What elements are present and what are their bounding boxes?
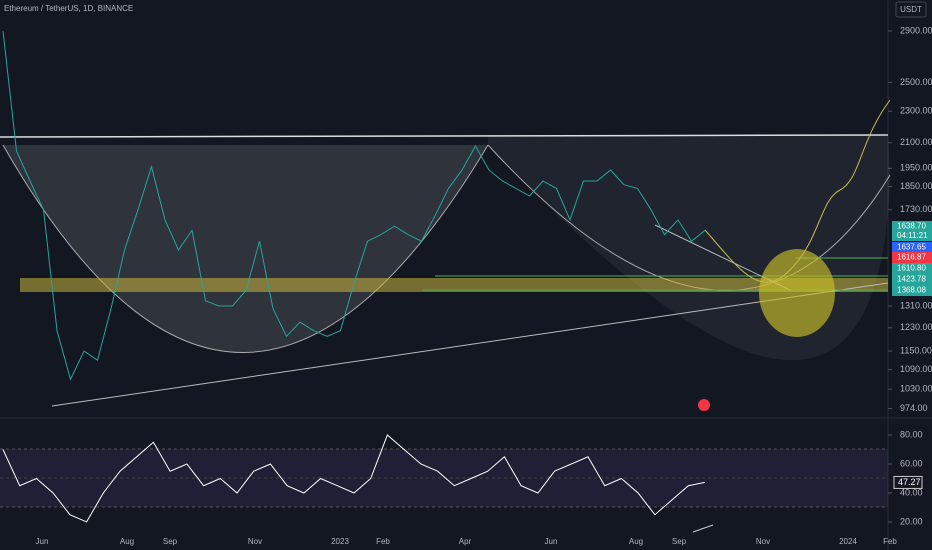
y-tick-label: 2900.00 — [900, 25, 932, 35]
price-label-box — [892, 285, 932, 296]
x-tick-label: Feb — [883, 537, 897, 546]
price-label: 1637.65 — [897, 243, 926, 252]
y-tick-label: 1310.00 — [900, 300, 932, 310]
y-tick-label: 974.00 — [900, 403, 928, 413]
price-label: 1368.08 — [897, 286, 926, 295]
price-label: 1638.70 — [897, 222, 926, 231]
y-tick-label: 1030.00 — [900, 384, 932, 394]
y-tick-label: 60.00 — [900, 458, 923, 468]
chart-title: Ethereum / TetherUS, 1D, BINANCE — [4, 4, 133, 13]
rsi-last-label: 47.27 — [898, 477, 921, 487]
y-tick-label: 1150.00 — [900, 345, 932, 355]
rsi-trend — [692, 524, 714, 533]
price-label-box — [892, 274, 932, 285]
price-label: 1610.80 — [897, 264, 926, 273]
y-tick-label: 20.00 — [900, 516, 923, 526]
x-tick-label: Sep — [672, 537, 687, 546]
price-label-sub: 04:11:21 — [897, 231, 928, 240]
y-tick-label: 2500.00 — [900, 77, 932, 87]
price-label: 1423.78 — [897, 275, 926, 284]
currency-box — [895, 1, 927, 18]
y-tick-label: 1850.00 — [900, 181, 932, 191]
event-icon — [698, 399, 710, 411]
price-label: 1616.87 — [897, 253, 926, 262]
currency: USDT — [900, 5, 922, 14]
x-tick-label: Aug — [120, 537, 134, 546]
x-tick-label: Aug — [629, 537, 643, 546]
y-tick-label: 2100.00 — [900, 137, 932, 147]
target-circle — [759, 249, 835, 337]
x-tick-label: Nov — [248, 537, 262, 546]
resistance-line — [0, 134, 889, 138]
price-label-box — [892, 221, 932, 241]
series-line — [2, 434, 706, 523]
price-label-box — [892, 242, 932, 253]
y-tick-label: 2300.00 — [900, 106, 932, 116]
trendline — [51, 282, 889, 407]
cup-left — [2, 144, 489, 353]
y-tick-label: 40.00 — [900, 487, 923, 497]
x-tick-label: Jun — [545, 537, 558, 546]
x-tick-label: Feb — [376, 537, 390, 546]
y-tick-label: 1950.00 — [900, 163, 932, 173]
x-tick-label: Sep — [163, 537, 178, 546]
price-label-box — [892, 263, 932, 274]
price-label-box — [892, 252, 932, 263]
x-tick-label: Apr — [459, 537, 472, 546]
support-zone — [20, 278, 888, 292]
x-tick-label: Nov — [756, 537, 770, 546]
y-tick-label: 1230.00 — [900, 322, 932, 332]
y-tick-label: 1090.00 — [900, 364, 932, 374]
y-tick-label: 1730.00 — [900, 204, 932, 214]
x-tick-label: Jun — [36, 537, 49, 546]
x-tick-label: 2024 — [839, 537, 857, 546]
rsi-last-box — [893, 475, 923, 489]
projection — [704, 99, 891, 283]
series-line — [2, 30, 706, 381]
x-tick-label: 2023 — [331, 537, 349, 546]
y-tick-label: 80.00 — [900, 429, 923, 439]
